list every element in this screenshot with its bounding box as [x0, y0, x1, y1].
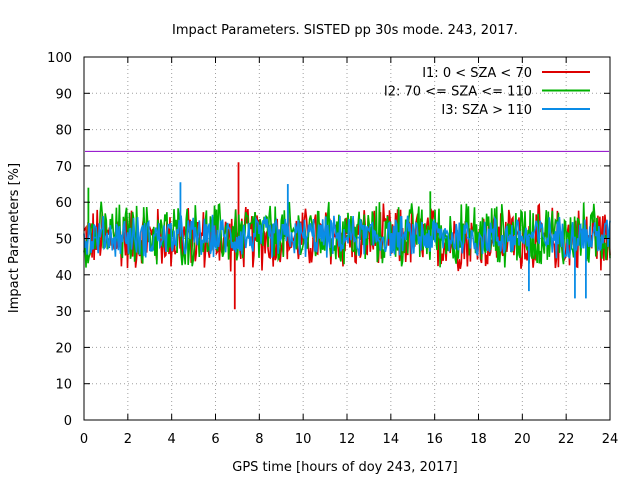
x-tick-label: 8: [255, 432, 263, 447]
y-tick-label: 20: [55, 341, 72, 356]
tick-layer: 0 2 4 6 8 10 12 14 16 18 20 22 240102030405060708090…: [47, 51, 618, 447]
grid-layer: [84, 57, 610, 420]
y-tick-label: 60: [55, 196, 72, 211]
y-axis-title: Impact Parameters [%]: [7, 163, 22, 313]
y-tick-label: 80: [55, 124, 72, 139]
y-tick-label: 10: [55, 378, 72, 393]
x-tick-label: 24: [602, 432, 619, 447]
series-trace: [83, 202, 611, 272]
x-tick-label: 16: [426, 432, 443, 447]
legend: I1: 0 < SZA < 70 I2: 70 <= SZA <= 110 I3: …: [384, 66, 590, 118]
legend-label: I3: SZA > 110: [441, 103, 532, 118]
data-layer: [83, 162, 611, 310]
y-tick-label: 0: [64, 414, 72, 429]
x-tick-label: 14: [383, 432, 400, 447]
y-tick-label: 30: [55, 305, 72, 320]
legend-label: I1: 0 < SZA < 70: [422, 66, 532, 81]
y-tick-label: 100: [47, 51, 72, 66]
chart-title: Impact Parameters. SISTED pp 30s mode. 2…: [172, 23, 518, 38]
y-tick-label: 50: [55, 233, 72, 248]
x-tick-label: 0: [80, 432, 88, 447]
y-tick-label: 70: [55, 160, 72, 175]
series-trace: [83, 214, 611, 260]
x-tick-label: 20: [514, 432, 531, 447]
x-tick-label: 22: [558, 432, 575, 447]
x-tick-label: 4: [168, 432, 176, 447]
x-tick-label: 18: [470, 432, 487, 447]
x-tick-label: 12: [339, 432, 356, 447]
x-tick-label: 6: [211, 432, 219, 447]
x-tick-label: 10: [295, 432, 312, 447]
y-tick-label: 90: [55, 87, 72, 102]
y-tick-label: 40: [55, 269, 72, 284]
legend-label: I2: 70 <= SZA <= 110: [384, 85, 532, 100]
x-tick-label: 2: [124, 432, 132, 447]
x-axis-title: GPS time [hours of doy 243, 2017]: [232, 460, 457, 475]
series-3: [83, 182, 611, 299]
